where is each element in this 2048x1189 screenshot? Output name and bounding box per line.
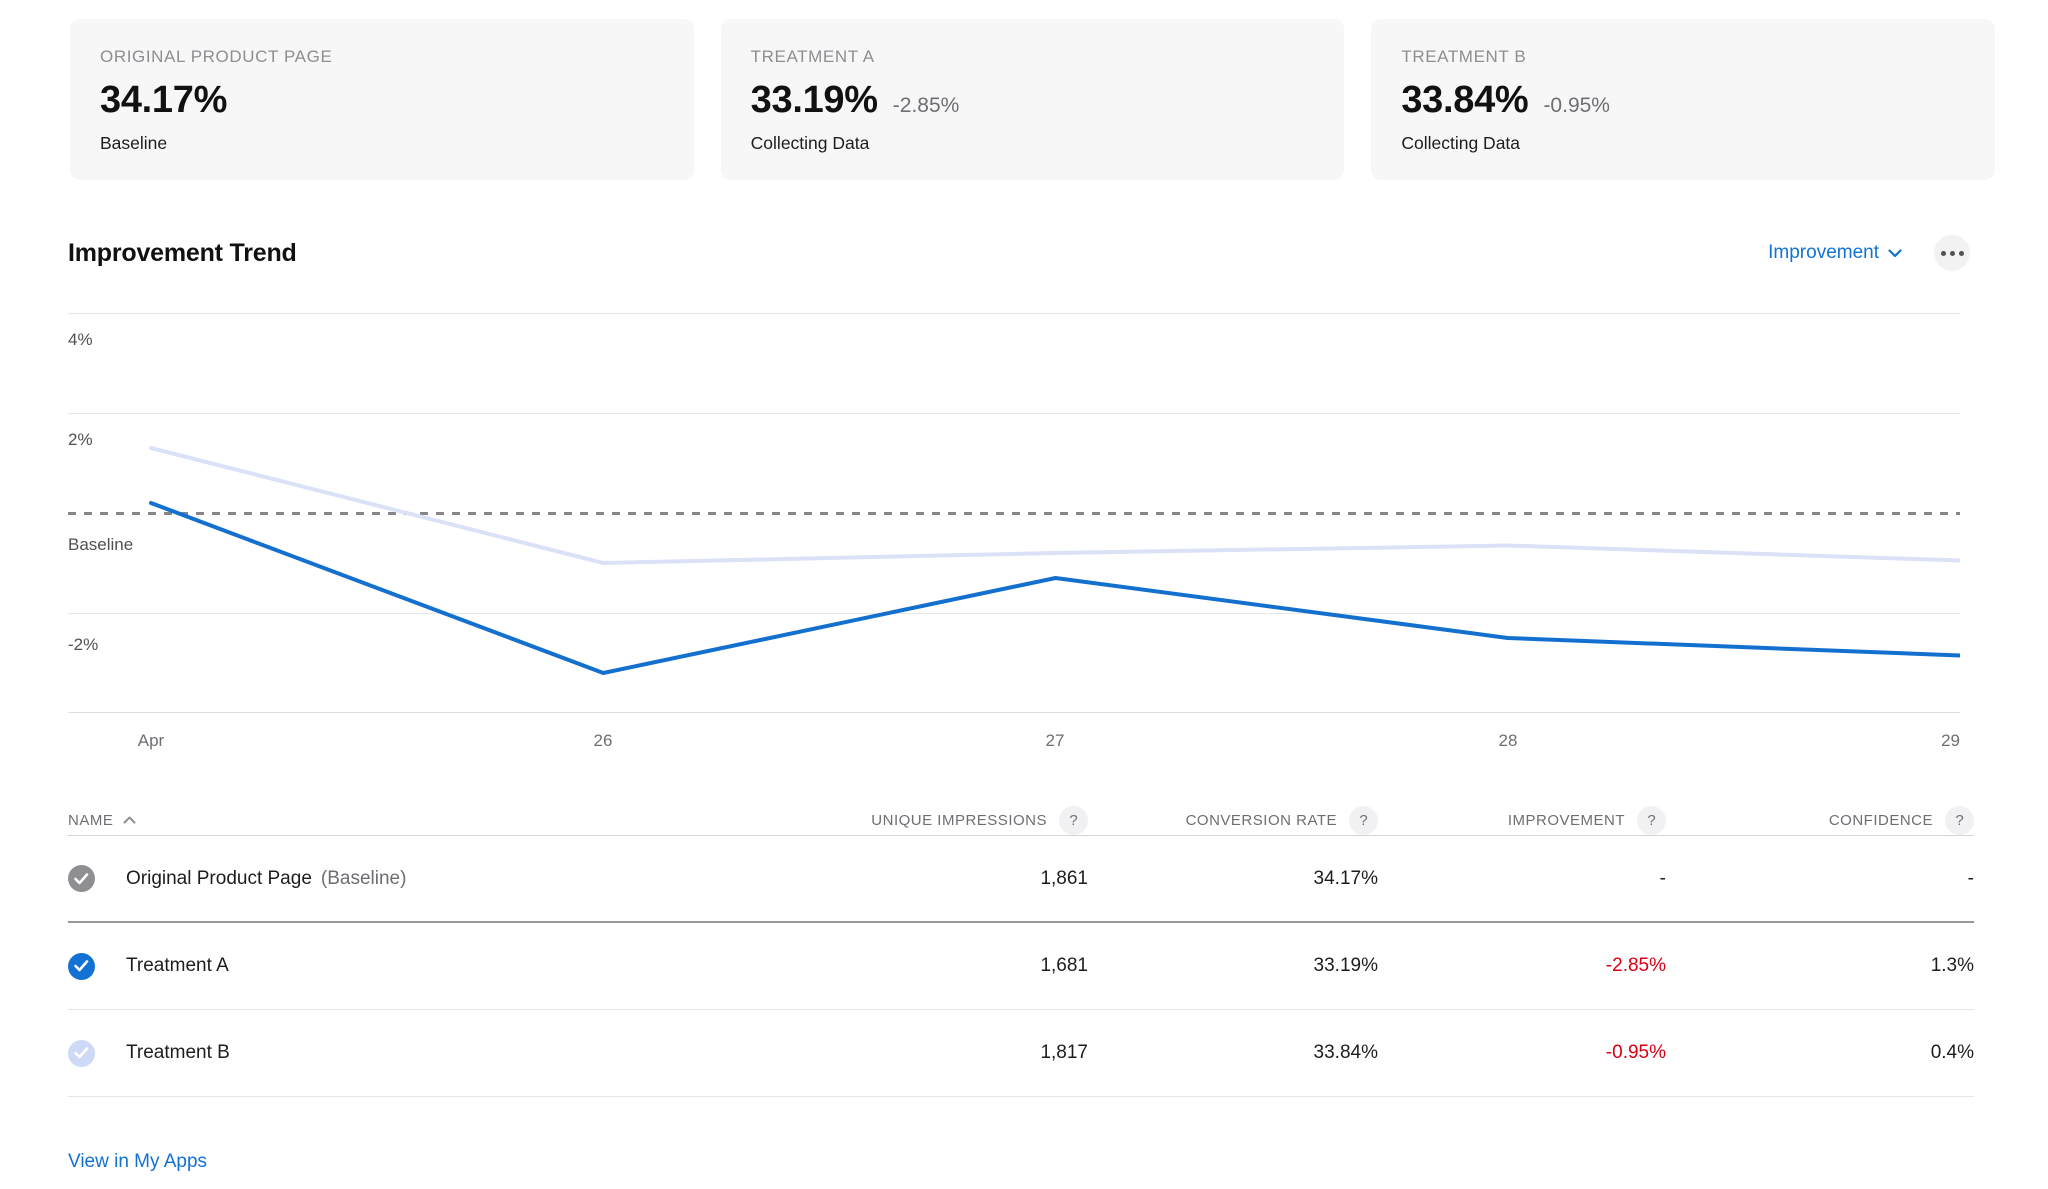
gridline-neg2pct — [68, 613, 1960, 614]
x-axis-line — [68, 712, 1960, 713]
conversion-rate-value: 34.17% — [1313, 867, 1378, 889]
improvement-value: - — [1659, 867, 1666, 889]
summary-card-treatment-b: TREATMENT B 33.84% -0.95% Collecting Dat… — [1371, 19, 1996, 180]
improvement-trend-chart: 4% 2% Baseline -2% Apr 26 27 28 29 — [68, 313, 1960, 750]
unique-impressions-value: 1,681 — [1040, 955, 1088, 976]
conversion-value: 33.84% — [1401, 79, 1529, 121]
summary-cards: ORIGINAL PRODUCT PAGE 34.17% Baseline TR… — [70, 19, 1996, 180]
trend-line-treatment-a — [149, 501, 1960, 675]
help-icon[interactable]: ? — [1059, 805, 1088, 835]
help-icon[interactable]: ? — [1945, 805, 1974, 835]
metric-selector-dropdown[interactable]: Improvement — [1768, 242, 1902, 264]
results-table: NAME UNIQUE IMPRESSIONS ? CONVERSION RAT… — [68, 805, 1974, 1097]
table-header-row: NAME UNIQUE IMPRESSIONS ? CONVERSION RAT… — [68, 805, 1974, 836]
improvement-value: -0.95% — [1605, 1042, 1666, 1063]
column-header-name[interactable]: NAME — [68, 812, 598, 829]
x-tick-label: 26 — [593, 731, 613, 750]
card-status: Collecting Data — [1401, 133, 1521, 153]
table-row-treatment-b: Treatment B 1,817 33.84% -0.95% 0.4% — [68, 1010, 1974, 1097]
unique-impressions-value: 1,817 — [1040, 1042, 1088, 1063]
table-row-original-product-page: Original Product Page (Baseline) 1,861 3… — [68, 836, 1974, 923]
x-tick-label: 28 — [1498, 731, 1518, 750]
checkmark-toggle[interactable] — [68, 865, 95, 892]
y-tick-label: -2% — [68, 635, 99, 654]
page-title: Improvement Trend — [68, 238, 297, 267]
summary-card-treatment-a: TREATMENT A 33.19% -2.85% Collecting Dat… — [720, 19, 1345, 180]
chevron-down-icon — [1888, 248, 1902, 258]
baseline-dashed-line — [68, 512, 1960, 515]
x-tick-label: 27 — [1045, 731, 1065, 750]
row-name: Original Product Page — [126, 867, 312, 889]
conversion-value: 34.17% — [100, 79, 228, 121]
ellipsis-icon — [1940, 250, 1946, 256]
row-name: Treatment A — [126, 955, 229, 976]
x-axis-labels: Apr 26 27 28 29 — [68, 731, 1960, 755]
column-header-unique-impressions: UNIQUE IMPRESSIONS ? — [598, 805, 1088, 835]
row-name: Treatment B — [126, 1042, 230, 1063]
card-label: TREATMENT B — [1401, 47, 1527, 66]
x-tick-label: 29 — [1941, 731, 1960, 750]
help-icon[interactable]: ? — [1637, 805, 1666, 835]
trend-section-header: Improvement Trend Improvement — [68, 231, 1970, 275]
y-tick-label: 4% — [68, 330, 93, 349]
conversion-value: 33.19% — [750, 79, 878, 121]
delta-value: -2.85% — [892, 94, 960, 117]
more-options-button[interactable] — [1934, 235, 1970, 271]
sort-ascending-icon — [123, 816, 136, 824]
card-status: Collecting Data — [750, 133, 870, 153]
trend-line-treatment-b — [149, 446, 1960, 565]
table-row-treatment-a: Treatment A 1,681 33.19% -2.85% 1.3% — [68, 923, 1974, 1010]
conversion-rate-value: 33.19% — [1313, 955, 1378, 976]
confidence-value: - — [1967, 867, 1974, 889]
unique-impressions-value: 1,861 — [1040, 867, 1088, 889]
row-name-suffix: (Baseline) — [320, 867, 407, 889]
checkmark-toggle[interactable] — [68, 1039, 95, 1067]
card-label: TREATMENT A — [750, 47, 875, 66]
gridline-4pct — [68, 313, 1960, 314]
column-header-conversion-rate: CONVERSION RATE ? — [1088, 805, 1378, 835]
card-status: Baseline — [100, 133, 168, 153]
confidence-value: 1.3% — [1930, 955, 1974, 976]
confidence-value: 0.4% — [1930, 1042, 1974, 1063]
view-in-my-apps-link[interactable]: View in My Apps — [68, 1151, 208, 1172]
y-tick-label: 2% — [68, 430, 93, 449]
help-icon[interactable]: ? — [1349, 805, 1378, 835]
improvement-value: -2.85% — [1605, 955, 1666, 976]
trend-lines-plot — [149, 446, 1960, 675]
column-header-improvement: IMPROVEMENT ? — [1378, 805, 1666, 835]
y-tick-label: Baseline — [68, 535, 134, 554]
conversion-rate-value: 33.84% — [1313, 1042, 1378, 1063]
metric-selector-label: Improvement — [1768, 242, 1879, 263]
summary-card-original: ORIGINAL PRODUCT PAGE 34.17% Baseline — [70, 19, 694, 180]
delta-value: -0.95% — [1543, 94, 1610, 117]
x-tick-label: Apr — [137, 731, 165, 750]
column-header-confidence: CONFIDENCE ? — [1666, 805, 1974, 835]
card-label: ORIGINAL PRODUCT PAGE — [100, 47, 333, 66]
checkmark-toggle[interactable] — [68, 952, 95, 980]
gridline-2pct — [68, 413, 1960, 414]
